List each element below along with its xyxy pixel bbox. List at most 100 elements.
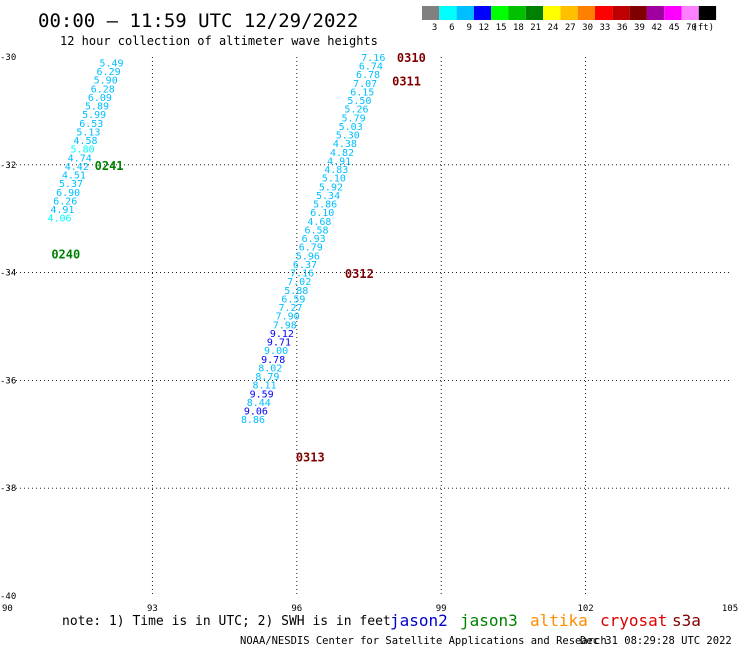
x-tick-label: 93 <box>147 604 158 614</box>
scale-swatch <box>456 6 474 20</box>
x-tick-label: 105 <box>722 604 738 614</box>
wave-height-value: 6.29 <box>97 67 121 78</box>
wave-height-value: 8.79 <box>255 372 279 383</box>
scale-label: 45 <box>669 23 680 33</box>
scale-swatch <box>629 6 647 20</box>
wave-height-value: 5.79 <box>342 113 366 124</box>
y-tick-label: -34 <box>0 269 16 279</box>
chart-title: 00:00 – 11:59 UTC 12/29/2022 <box>38 10 358 32</box>
wave-height-value: 7.16 <box>290 269 314 280</box>
wave-height-value: 6.79 <box>299 243 323 254</box>
wave-height-value: 6.28 <box>91 84 115 95</box>
scale-swatch <box>439 6 457 20</box>
scale-swatch <box>560 6 578 20</box>
wave-height-value: 5.99 <box>82 110 106 121</box>
x-tick-label: 90 <box>2 604 13 614</box>
scale-label: 3 <box>432 23 437 33</box>
wave-height-value: 4.68 <box>307 217 331 228</box>
plot-area: 90 93 96 99 102 105 -30 -32 -34 -36 -38 -40 5.496.29… <box>0 51 738 614</box>
wave-height-value: 9.00 <box>264 346 288 357</box>
wave-height-value: 6.09 <box>88 93 112 104</box>
wave-height-value: 7.02 <box>287 277 311 288</box>
wave-height-value: 8.02 <box>258 363 282 374</box>
scale-label: 33 <box>599 23 610 33</box>
scale-swatch <box>543 6 561 20</box>
satellite-label-jason2: jason2 <box>390 611 448 630</box>
wave-height-value: 6.37 <box>293 260 317 271</box>
scale-swatch <box>525 6 544 20</box>
scale-swatch <box>491 6 509 20</box>
wave-height-value: 5.92 <box>319 182 343 193</box>
wave-height-value: 6.53 <box>79 119 103 130</box>
wave-height-value: 5.13 <box>76 127 100 138</box>
wave-height-value: 6.93 <box>302 234 326 245</box>
wave-height-value: 6.10 <box>310 208 334 219</box>
color-scale-legend: 3 6 9 12 15 18 21 24 27 30 33 36 39 42 45 70(ft) <box>422 6 717 33</box>
wave-height-value: 8.44 <box>247 398 271 409</box>
scale-label: 18 <box>513 23 524 33</box>
y-tick-label: -32 <box>0 161 16 171</box>
scale-label: 6 <box>449 23 454 33</box>
wave-height-value: 4.91 <box>327 156 351 167</box>
footer-timestamp: Dec 31 08:29:28 UTC 2022 <box>580 635 732 647</box>
wave-height-value: 5.88 <box>284 286 308 297</box>
scale-swatch <box>473 6 492 20</box>
wave-height-value: 4.74 <box>68 153 92 164</box>
wave-height-value: 7.27 <box>278 303 302 314</box>
scale-label: 27 <box>565 23 576 33</box>
pass-time-label: 0240 <box>51 247 80 261</box>
wave-height-value: 6.90 <box>56 188 80 199</box>
wave-height-value: 5.90 <box>94 76 118 87</box>
scale-swatch <box>508 6 526 20</box>
pass-time-label: 0310 <box>397 51 426 65</box>
wave-height-value: 4.51 <box>62 171 86 182</box>
pass-time-label: 0311 <box>392 74 421 88</box>
wave-height-value: 4.42 <box>65 162 89 173</box>
wave-height-value: 7.90 <box>276 312 300 323</box>
wave-height-value: 7.98 <box>273 320 297 331</box>
y-tick-label: -40 <box>0 592 16 602</box>
wave-height-value: 5.34 <box>316 191 340 202</box>
wave-height-value: 9.71 <box>267 338 291 349</box>
pass-time-label: 0313 <box>296 450 325 464</box>
wave-height-value: 7.07 <box>353 79 377 90</box>
scale-label: 42 <box>651 23 662 33</box>
scale-swatch <box>422 6 440 20</box>
pass-time-label: 0241 <box>95 159 124 173</box>
satellite-label-cryosat: cryosat <box>600 611 667 630</box>
satellite-label-s3a: s3a <box>672 611 701 630</box>
wave-height-value: 9.06 <box>244 407 268 418</box>
scale-swatch <box>681 6 699 20</box>
wave-height-value: 5.49 <box>99 58 123 69</box>
satellite-legend: jason2 jason3 altika cryosat s3a <box>390 611 701 630</box>
wave-height-value: 5.37 <box>59 179 83 190</box>
wave-height-value: 5.80 <box>71 145 95 156</box>
wave-height-value: 4.58 <box>73 136 97 147</box>
wave-height-value: 4.83 <box>324 165 348 176</box>
wave-height-value: 6.74 <box>359 62 383 73</box>
scale-swatch <box>612 6 630 20</box>
footer-credit: NOAA/NESDIS Center for Satellite Applica… <box>240 635 607 647</box>
wave-height-value: 8.11 <box>252 381 276 392</box>
scale-label: 36 <box>617 23 628 33</box>
scale-label: 24 <box>548 23 559 33</box>
footer-note: note: 1) Time is in UTC; 2) SWH is in fe… <box>62 614 391 629</box>
wave-height-value: 7.16 <box>361 53 385 64</box>
wave-height-value: 4.06 <box>47 214 71 225</box>
wave-height-value: 5.10 <box>322 174 346 185</box>
wave-height-value: 4.82 <box>330 148 354 159</box>
wave-height-value: 5.86 <box>313 200 337 211</box>
x-tick-label: 96 <box>291 604 302 614</box>
wave-height-value: 8.86 <box>241 415 265 426</box>
wave-height-value: 5.96 <box>296 251 320 262</box>
x-tick-label: 102 <box>577 604 593 614</box>
scale-label: 12 <box>478 23 489 33</box>
scale-swatch <box>646 6 665 20</box>
y-tick-label: -38 <box>0 484 16 494</box>
wave-height-value: 5.26 <box>344 105 368 116</box>
wave-height-value: 6.26 <box>53 196 77 207</box>
wave-height-value: 9.12 <box>270 329 294 340</box>
wave-height-value: 5.89 <box>85 102 109 113</box>
wave-height-value: 5.30 <box>336 131 360 142</box>
